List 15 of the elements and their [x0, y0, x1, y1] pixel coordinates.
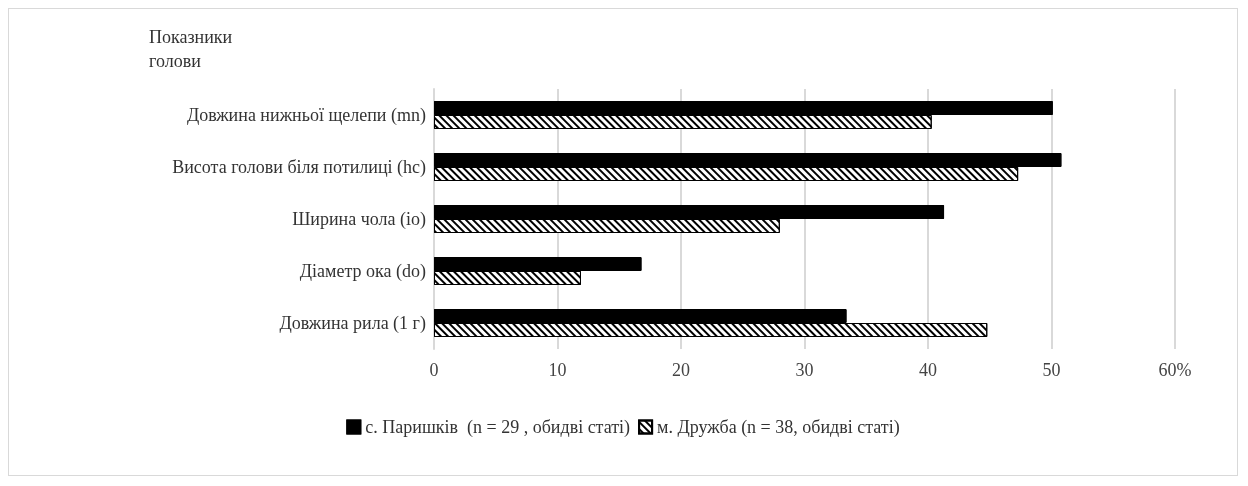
- y-tick-label: Довжина нижньої щелепи (mn): [186, 105, 426, 126]
- x-tick-label: 30: [795, 360, 814, 380]
- x-tick-label: 10: [548, 360, 567, 380]
- y-axis-title: Показники голови: [149, 27, 233, 71]
- y-tick-label: Діаметр ока (do): [299, 261, 426, 282]
- x-tick-label: 60%: [1158, 360, 1192, 380]
- x-tick-label: 40: [919, 360, 937, 380]
- legend-label: с. Паришків (n = 29 , обидві статі): [365, 417, 631, 438]
- x-tick-label: 0: [429, 360, 439, 380]
- y-tick-label: Довжина рила (1 г): [279, 313, 426, 334]
- legend-label: м. Дружба (n = 38, обидві статі): [657, 417, 900, 438]
- y-tick-label: Ширина чола (io): [292, 209, 426, 230]
- y-tick-label: Висота голови біля потилиці (hc): [172, 157, 426, 178]
- x-tick-label: 20: [672, 360, 690, 380]
- x-tick-label: 50: [1042, 360, 1061, 380]
